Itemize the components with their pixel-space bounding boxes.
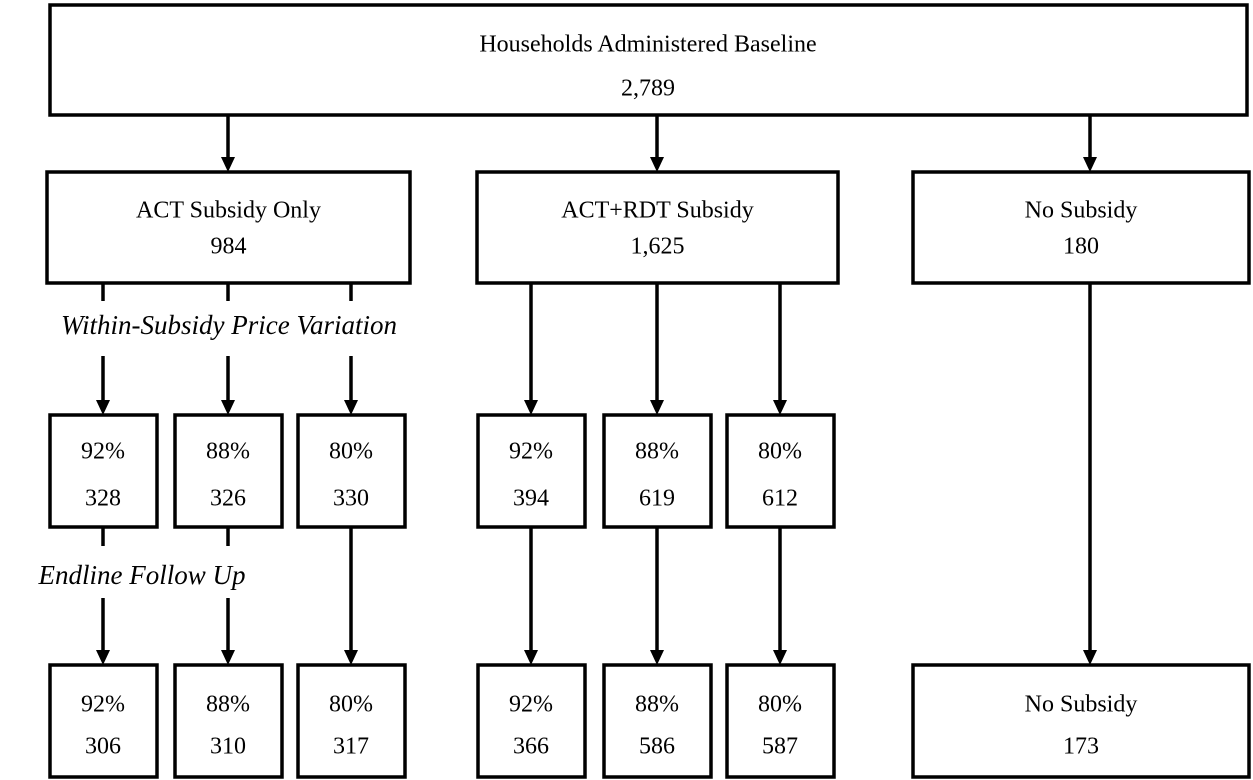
box (725, 663, 836, 779)
group-endline: 310 (210, 734, 246, 760)
box (911, 663, 1251, 779)
group-endline: 586 (639, 734, 675, 760)
arrow-head (524, 650, 538, 665)
box (602, 413, 713, 529)
arm-label: ACT+RDT Subsidy (561, 198, 753, 224)
group-baseline: 612 (762, 486, 798, 512)
endline-label: No Subsidy (1025, 692, 1138, 718)
box (173, 663, 284, 779)
arm-count: 1,625 (631, 234, 685, 260)
group-percent: 80% (758, 439, 802, 465)
annotation: Endline Follow Up (38, 560, 246, 590)
arrow-head (524, 400, 538, 415)
group-percent: 80% (329, 439, 373, 465)
arm-label: No Subsidy (1025, 198, 1138, 224)
group-baseline: 394 (513, 486, 549, 512)
group-percent: 88% (635, 439, 679, 465)
arrow-head (221, 650, 235, 665)
arrow-head (650, 400, 664, 415)
box (475, 170, 840, 285)
box (296, 663, 407, 779)
group-endline: 317 (333, 734, 369, 760)
root-count: 2,789 (621, 76, 675, 102)
arrow-head (650, 650, 664, 665)
group-percent: 80% (329, 692, 373, 718)
arrow-head (221, 400, 235, 415)
group-percent: 92% (509, 439, 553, 465)
group-baseline: 328 (85, 486, 121, 512)
group-percent: 92% (81, 439, 125, 465)
group-percent: 92% (81, 692, 125, 718)
box (48, 663, 159, 779)
box (48, 3, 1249, 117)
group-percent: 88% (206, 692, 250, 718)
root-label: Households Administered Baseline (479, 32, 816, 58)
group-percent: 88% (206, 439, 250, 465)
box (602, 663, 713, 779)
group-baseline: 326 (210, 486, 246, 512)
group-endline: 587 (762, 734, 798, 760)
arrow-head (773, 650, 787, 665)
endline-count: 173 (1063, 734, 1099, 760)
group-endline: 306 (85, 734, 121, 760)
group-endline: 366 (513, 734, 549, 760)
arrow-head (650, 157, 664, 172)
arrow-head (221, 157, 235, 172)
arm-count: 984 (211, 234, 247, 260)
box (476, 663, 587, 779)
box (911, 170, 1251, 285)
arrow-head (96, 400, 110, 415)
arrow-head (773, 400, 787, 415)
group-baseline: 330 (333, 486, 369, 512)
annotation: Within-Subsidy Price Variation (61, 310, 397, 340)
box (45, 170, 412, 285)
group-percent: 80% (758, 692, 802, 718)
arrow-head (1083, 650, 1097, 665)
arrow-head (344, 650, 358, 665)
arrow-head (344, 400, 358, 415)
arm-label: ACT Subsidy Only (136, 198, 321, 224)
arrow-head (1083, 157, 1097, 172)
arrow-head (96, 650, 110, 665)
box (725, 413, 836, 529)
group-percent: 92% (509, 692, 553, 718)
group-baseline: 619 (639, 486, 675, 512)
arm-count: 180 (1063, 234, 1099, 260)
group-percent: 88% (635, 692, 679, 718)
